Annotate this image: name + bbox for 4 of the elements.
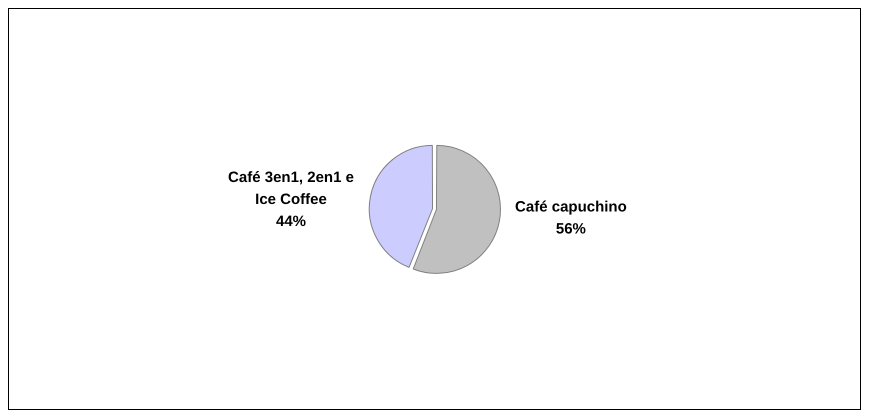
slice-label: Café 3en1, 2en1 e Ice Coffee	[228, 168, 354, 208]
slice-label: Café capuchino	[515, 198, 627, 216]
data-label: 44%	[276, 212, 306, 230]
data-label: 56%	[556, 220, 586, 238]
